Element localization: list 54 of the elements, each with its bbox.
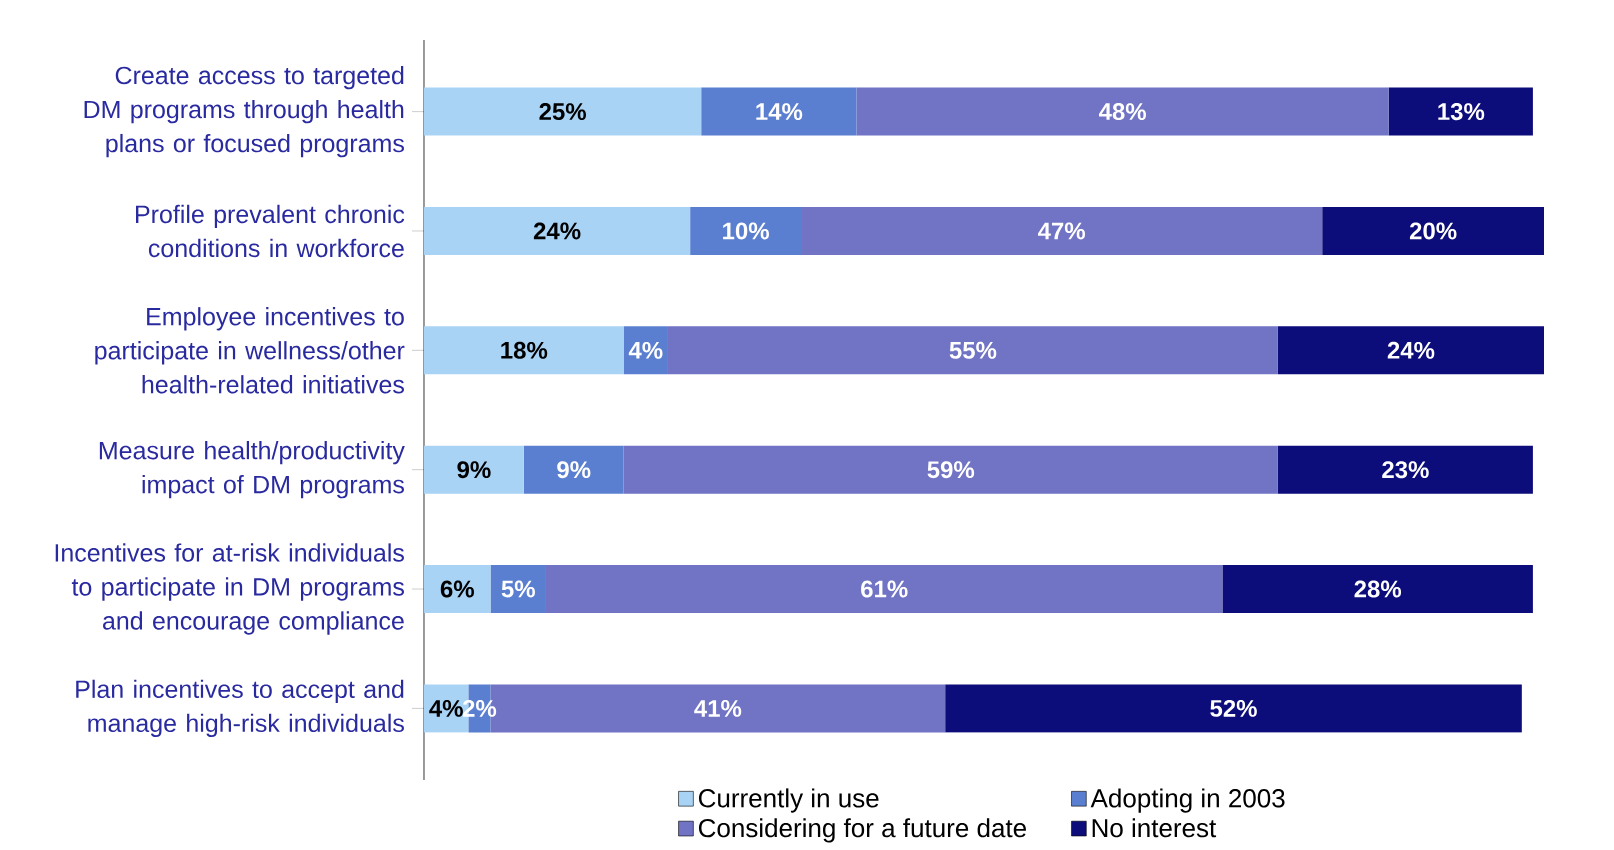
data-label: 9% xyxy=(557,461,591,479)
bar xyxy=(801,206,1323,255)
data-label: 61% xyxy=(861,580,908,598)
bar xyxy=(424,87,702,136)
bar xyxy=(701,87,857,136)
data-label: 9% xyxy=(457,461,491,479)
bar xyxy=(1277,445,1533,494)
data-label: 23% xyxy=(1382,461,1429,479)
legend-label: Considering for a future date xyxy=(698,818,1026,843)
data-label: 14% xyxy=(756,103,803,121)
bar xyxy=(667,326,1278,375)
y-tick-label: Incentives for at-risk individuals to participate in DM programs and encourage compliance xyxy=(55,543,404,635)
data-label: 6% xyxy=(440,580,474,598)
data-label: 10% xyxy=(723,222,769,240)
bar xyxy=(424,206,691,255)
legend-label: Currently in use xyxy=(698,788,879,813)
legend-label: No interest xyxy=(1092,818,1217,838)
data-label: 47% xyxy=(1037,222,1085,240)
y-tick-label: Employee incentives to participate in wellness/other health-related initiatives xyxy=(95,307,405,394)
bar xyxy=(623,445,1278,494)
bar xyxy=(1388,87,1533,136)
bar xyxy=(424,445,524,494)
y-tick-label: Plan incentives to accept and manage high-risk individuals xyxy=(76,679,404,738)
bar xyxy=(523,445,624,494)
bar xyxy=(1277,326,1544,375)
data-label: 18% xyxy=(501,341,548,359)
bar xyxy=(545,565,1223,614)
y-tick-label: Profile prevalent chronic conditions in workforce xyxy=(136,204,405,258)
bar xyxy=(945,684,1522,733)
data-label: 48% xyxy=(1098,103,1146,121)
data-label: 5% xyxy=(501,580,535,598)
bar xyxy=(490,565,546,614)
legend-label: Adopting in 2003 xyxy=(1090,788,1285,813)
data-label: 25% xyxy=(539,103,586,121)
y-tick-label: Measure health/productivity impact of DM programs xyxy=(99,441,405,499)
data-label: 24% xyxy=(533,222,581,240)
data-label: 20% xyxy=(1409,222,1457,240)
bar xyxy=(690,206,802,255)
data-label: 28% xyxy=(1354,580,1402,598)
data-label: 4% xyxy=(628,341,663,359)
y-tick-label: Create access to targeted DM programs through health plans or focused programs xyxy=(84,65,404,158)
data-label: 2% xyxy=(462,699,497,717)
data-label: 52% xyxy=(1210,699,1257,717)
bar xyxy=(424,326,624,375)
bar xyxy=(1222,565,1533,614)
bar xyxy=(1322,206,1544,255)
data-label: 55% xyxy=(949,341,997,359)
bar xyxy=(856,87,1389,136)
data-label: 4% xyxy=(429,699,463,717)
data-label: 41% xyxy=(694,699,742,717)
data-label: 59% xyxy=(927,461,975,479)
data-label: 24% xyxy=(1387,341,1435,359)
bar xyxy=(424,565,491,614)
data-label: 13% xyxy=(1438,103,1485,121)
